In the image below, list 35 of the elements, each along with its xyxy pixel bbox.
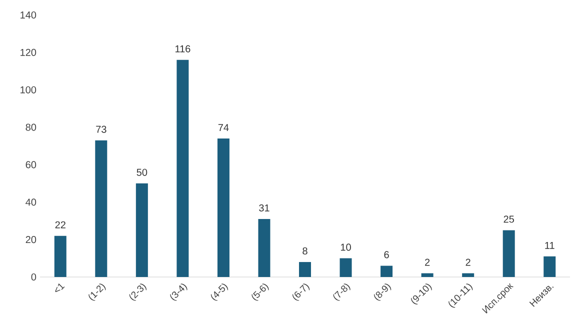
data-label: 116 — [175, 45, 190, 52]
data-label: 10 — [340, 244, 351, 251]
data-label: 73 — [96, 126, 106, 133]
bar — [258, 218, 270, 277]
data-label: 11 — [545, 242, 554, 249]
y-tick-label: 80 — [26, 124, 36, 131]
bar — [217, 138, 230, 277]
bar — [544, 256, 556, 277]
bar — [502, 230, 515, 277]
data-label: 31 — [259, 204, 270, 212]
y-tick-label: 20 — [26, 236, 36, 244]
bar — [340, 258, 352, 277]
data-label: 22 — [55, 221, 66, 228]
data-label: 8 — [302, 247, 308, 254]
x-tick-label: <1 — [55, 283, 65, 292]
bar — [380, 266, 393, 277]
y-tick-label: 120 — [20, 48, 36, 56]
bar — [54, 236, 66, 277]
bar — [95, 140, 108, 277]
bar — [421, 273, 434, 277]
y-tick-label: 100 — [20, 86, 36, 94]
bar — [299, 262, 312, 277]
bar — [462, 273, 474, 277]
y-tick-label: 0 — [31, 273, 36, 281]
data-label: 50 — [136, 168, 148, 176]
bar — [176, 60, 189, 277]
data-label: 6 — [384, 251, 389, 258]
y-tick-label: 40 — [26, 198, 36, 206]
data-label: 2 — [425, 258, 430, 266]
data-label: 2 — [466, 258, 470, 266]
y-tick-label: 140 — [20, 11, 36, 19]
bar — [136, 183, 148, 277]
y-tick-label: 60 — [26, 161, 36, 168]
data-label: 74 — [218, 124, 229, 131]
data-label: 25 — [504, 216, 514, 223]
